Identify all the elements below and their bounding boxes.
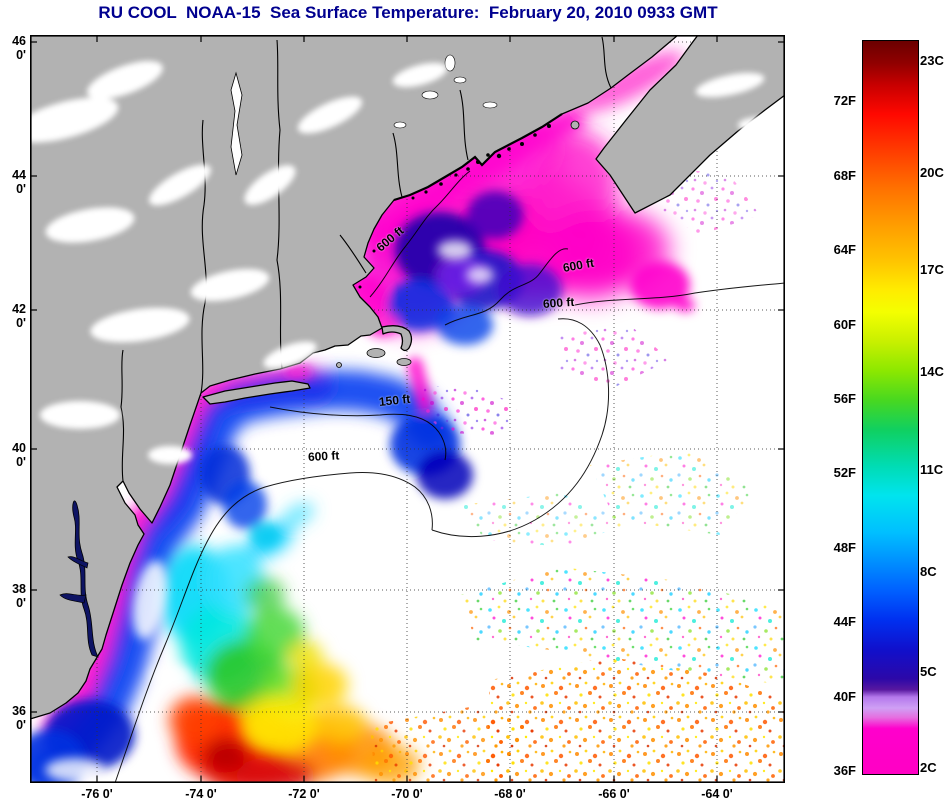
colorbar-f-label: 68F [833, 168, 856, 183]
marthas-vineyard [366, 348, 386, 358]
long-island [202, 380, 311, 405]
colorbar-c-label: 17C [920, 262, 944, 277]
x-axis-tick: -64 0' [701, 787, 733, 801]
block-island [336, 362, 342, 368]
x-axis-tick: -66 0' [598, 787, 630, 801]
contour-label: 150 ft [378, 391, 411, 409]
y-axis-tick: 38 0' [12, 582, 26, 610]
sst-speckles [370, 165, 785, 783]
colorbar-f-label: 36F [833, 763, 856, 778]
x-axis-tick: -74 0' [185, 787, 217, 801]
contour-label: 600 ft [307, 448, 340, 464]
colorbar-f-label: 44F [833, 614, 856, 629]
colorbar-f-label: 52F [833, 465, 856, 480]
colorbar-c-label: 2C [920, 760, 937, 775]
maine-lakes [393, 54, 498, 129]
y-axis-tick: 46 0' [12, 34, 26, 62]
x-axis-tick: -72 0' [288, 787, 320, 801]
coast-islands [358, 113, 563, 289]
map-plot [11, 34, 786, 793]
x-axis-tick: -70 0' [391, 787, 423, 801]
cape-cod [381, 325, 413, 352]
x-axis-tick: -68 0' [494, 787, 526, 801]
y-axis-tick: 36 0' [12, 704, 26, 732]
colorbar-c-label: 5C [920, 664, 937, 679]
colorbar-f-label: 40F [833, 689, 856, 704]
temperature-colorbar [862, 40, 919, 775]
colorbar-c-label: 23C [920, 53, 944, 68]
x-axis-tick: -76 0' [81, 787, 113, 801]
chesapeake-bay [72, 500, 99, 658]
grand-manan [570, 120, 580, 130]
page-title: RU COOL NOAA-15 Sea Surface Temperature:… [98, 3, 718, 22]
colorbar-c-label: 14C [920, 364, 944, 379]
colorbar-f-label: 56F [833, 391, 856, 406]
colorbar-f-label: 60F [833, 317, 856, 332]
land-water [59, 36, 612, 658]
rivers [120, 36, 612, 482]
colorbar-c-label: 8C [920, 564, 937, 579]
colorbar-c-label: 11C [920, 462, 944, 477]
nantucket [396, 358, 412, 366]
colorbar-c-label: 20C [920, 165, 944, 180]
land-clouds [11, 61, 782, 464]
colorbar-f-label: 64F [833, 242, 856, 257]
y-axis-tick: 42 0' [12, 302, 26, 330]
lake-champlain [230, 71, 243, 176]
ocean-clouds [45, 240, 494, 782]
sst-map-canvas [11, 34, 786, 793]
colorbar-f-label: 48F [833, 540, 856, 555]
y-axis-tick: 44 0' [12, 168, 26, 196]
depth-contours [114, 170, 786, 784]
y-axis-tick: 40 0' [12, 441, 26, 469]
map-frame [30, 35, 786, 784]
contour-label: 600 ft [542, 294, 575, 311]
colorbar-f-label: 72F [833, 93, 856, 108]
